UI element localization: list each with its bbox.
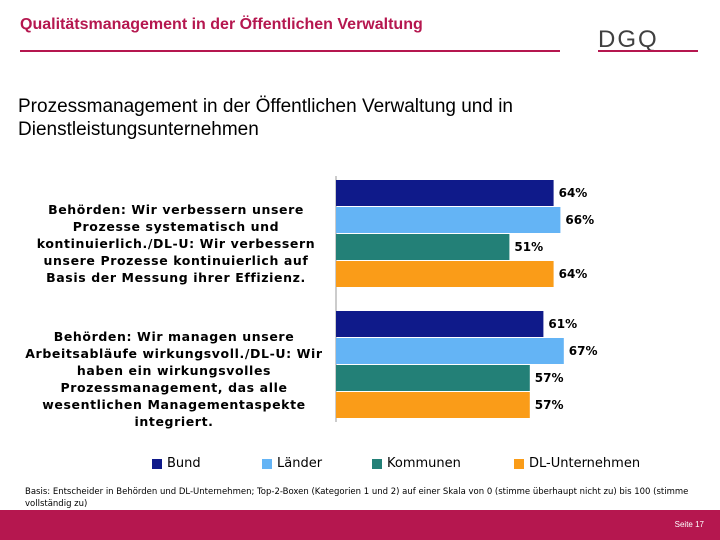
legend-item-laender: Länder	[262, 456, 322, 471]
legend-label-laender: Länder	[277, 456, 323, 471]
bar-kommunen-group-1	[336, 234, 510, 260]
legend-item-bund: Bund	[152, 456, 201, 471]
logo-text: DGQ	[598, 26, 659, 53]
bar-bund-group-2	[336, 311, 544, 337]
dgq-logo: DGQ	[598, 26, 659, 54]
data-label-laender-group-1: 66%	[565, 213, 594, 227]
logo-divider	[598, 50, 698, 52]
group-label-1: Behörden: Wir verbessern unsere Prozesse…	[36, 202, 316, 285]
bar-laender-group-1	[336, 207, 561, 233]
page-number: Seite 17	[674, 520, 704, 529]
bar-dl-unternehmen-group-2	[336, 392, 530, 418]
legend-item-dl-unternehmen: DL-Unternehmen	[514, 456, 640, 471]
legend-swatch-bund	[152, 458, 162, 469]
bar-kommunen-group-2	[336, 365, 530, 391]
footnote: Basis: Entscheider in Behörden und DL-Un…	[25, 487, 689, 509]
data-label-dl-unternehmen-group-1: 64%	[559, 267, 588, 281]
data-label-bund-group-1: 64%	[559, 186, 588, 200]
slide-subtitle: Prozessmanagement in der Öffentlichen Ve…	[18, 96, 514, 140]
data-label-dl-unternehmen-group-2: 57%	[535, 398, 564, 412]
bar-dl-unternehmen-group-1	[336, 261, 554, 287]
data-label-bund-group-2: 61%	[548, 317, 577, 331]
legend-swatch-dl-unternehmen	[514, 458, 524, 469]
legend-swatch-laender	[262, 458, 272, 469]
legend-swatch-kommunen	[372, 458, 382, 469]
bar-bund-group-1	[336, 180, 554, 206]
header-divider	[20, 50, 560, 52]
legend-label-bund: Bund	[167, 456, 201, 471]
data-label-laender-group-2: 67%	[569, 344, 598, 358]
bar-laender-group-2	[336, 338, 564, 364]
footer-bar: Seite 17	[0, 510, 720, 540]
data-label-kommunen-group-2: 57%	[535, 371, 564, 385]
header-title: Qualitätsmanagement in der Öffentlichen …	[20, 16, 423, 33]
legend-label-dl-unternehmen: DL-Unternehmen	[529, 456, 641, 471]
chart-legend: Bund Länder Kommunen DL-Unternehmen	[152, 456, 672, 476]
legend-label-kommunen: Kommunen	[387, 456, 461, 471]
group-label-2: Behörden: Wir managen unsere Arbeitsablä…	[25, 329, 323, 429]
legend-item-kommunen: Kommunen	[372, 456, 461, 471]
data-label-kommunen-group-1: 51%	[514, 240, 543, 254]
